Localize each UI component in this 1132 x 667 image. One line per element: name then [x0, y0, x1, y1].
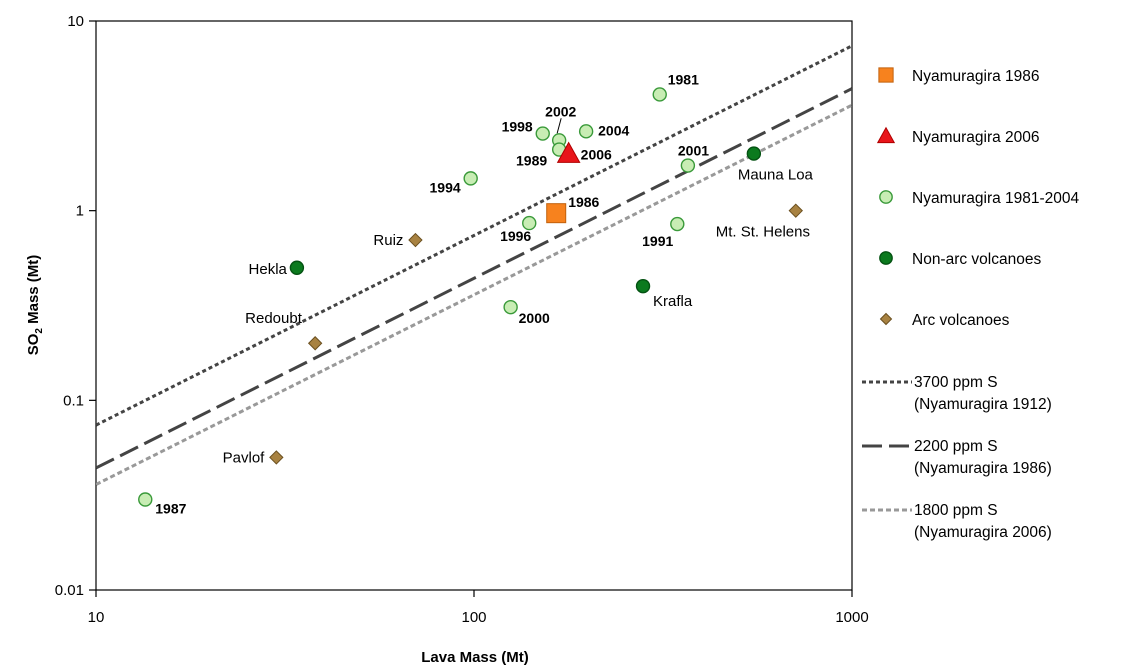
- data-point: [535, 126, 550, 141]
- data-point: [556, 141, 581, 163]
- data-point: [746, 146, 762, 161]
- x-tick-label: 100: [461, 609, 486, 626]
- data-label: 1998: [502, 119, 533, 135]
- legend-label: Arc volcanoes: [912, 312, 1010, 329]
- legend-marker: [879, 190, 893, 204]
- y-axis-title-sub: 2: [34, 328, 45, 334]
- legend-label: Non-arc volcanoes: [912, 251, 1041, 268]
- data-point: [307, 336, 323, 351]
- data-label: Hekla: [249, 261, 288, 278]
- data-label: 1991: [642, 233, 673, 249]
- data-label: 1987: [155, 501, 186, 517]
- data-point: [463, 171, 478, 186]
- plot-frame: [95, 20, 853, 591]
- legend-line-sublabel: (Nyamuragira 2006): [914, 524, 1052, 541]
- data-label: 2000: [519, 310, 550, 326]
- data-point: [138, 492, 153, 507]
- data-label: 1981: [668, 71, 699, 87]
- legend-label: Nyamuragira 1986: [912, 68, 1040, 85]
- data-point: [670, 216, 685, 232]
- axes: 10 100 1000 10 1 0.1 0.01: [55, 13, 869, 626]
- y-axis-title: SO2 Mass (Mt): [25, 255, 45, 356]
- data-label: Ruiz: [373, 232, 403, 249]
- legend: Nyamuragira 1986 Nyamuragira 2006 Nyamurag…: [862, 67, 1080, 541]
- legend-line-label: 1800 ppm S: [914, 502, 998, 519]
- data-point: [652, 87, 667, 102]
- y-tick-label: 0.01: [55, 582, 84, 599]
- data-label: 1996: [500, 228, 531, 244]
- legend-marker: [879, 251, 893, 265]
- trend-line: [96, 44, 852, 427]
- data-label: 1986: [568, 194, 599, 210]
- legend-marker: [876, 126, 896, 144]
- data-point: [522, 215, 537, 231]
- legend-line-label: 2200 ppm S: [914, 438, 998, 455]
- data-label: 2002: [545, 103, 576, 119]
- data-label: 2004: [598, 122, 629, 138]
- trend-line: [96, 87, 852, 470]
- data-label: 1989: [516, 153, 547, 169]
- trend-line: [96, 103, 852, 486]
- data-point: [269, 450, 284, 465]
- data-point: [408, 232, 423, 248]
- data-label: 1994: [430, 179, 461, 195]
- label-leader-line: [556, 118, 562, 134]
- legend-marker: [879, 312, 893, 326]
- legend-label: Nyamuragira 2006: [912, 129, 1040, 146]
- data-point: [289, 260, 305, 275]
- data-label: Mauna Loa: [738, 167, 814, 184]
- data-point: [503, 299, 518, 315]
- plot-area: [95, 20, 853, 591]
- legend-line-label: 3700 ppm S: [914, 374, 998, 391]
- data-label: Krafla: [653, 293, 693, 310]
- data-label: 2006: [581, 147, 612, 163]
- y-tick-label: 0.1: [63, 392, 84, 409]
- legend-marker: [878, 67, 894, 83]
- data-label: Mt. St. Helens: [716, 224, 810, 241]
- data-point: [578, 124, 594, 139]
- x-axis-title: Lava Mass (Mt): [421, 649, 529, 666]
- y-tick-label: 10: [67, 13, 84, 30]
- data-point: [546, 203, 567, 224]
- data-label: Pavlof: [223, 449, 266, 466]
- data-point: [635, 278, 651, 294]
- legend-label: Nyamuragira 1981-2004: [912, 190, 1080, 207]
- point-labels: 1987 1994 2000 1996 1998 2002 1989 2004 1981 1991…: [155, 71, 813, 516]
- legend-line-sublabel: (Nyamuragira 1912): [914, 396, 1052, 413]
- y-tick-label: 1: [76, 203, 84, 220]
- data-point: [788, 203, 803, 218]
- trend-lines: [96, 44, 852, 486]
- y-axis-title-rest: Mass (Mt): [25, 255, 42, 328]
- legend-line-sublabel: (Nyamuragira 1986): [914, 460, 1052, 477]
- data-label: 2001: [678, 143, 709, 159]
- data-point: [680, 158, 696, 173]
- x-tick-label: 10: [88, 609, 105, 626]
- x-tick-label: 1000: [835, 609, 868, 626]
- data-label: Redoubt: [245, 310, 303, 327]
- data-points: [138, 87, 803, 507]
- y-axis-title-main: SO: [25, 333, 42, 355]
